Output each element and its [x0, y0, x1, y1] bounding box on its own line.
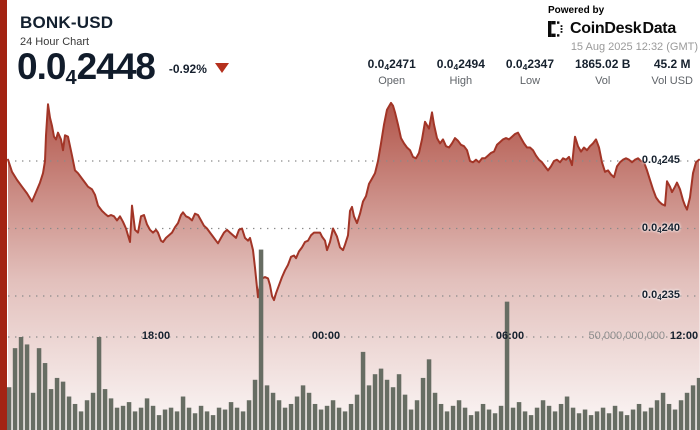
chart-subtitle: 24 Hour Chart — [20, 36, 90, 48]
stat-high: 0.042494 High — [437, 57, 485, 87]
stat-volume: 1865.02 B Vol — [575, 57, 630, 87]
stat-open: 0.042471 Open — [368, 57, 416, 87]
coindesk-data-logo[interactable]: CoinDesk Data — [548, 20, 698, 38]
triangle-down-icon — [214, 63, 229, 73]
stat-label: Vol — [595, 75, 611, 87]
stat-low: 0.042347 Low — [506, 57, 554, 87]
stat-value: 45.2 M — [653, 57, 691, 71]
stat-value: 0.042471 — [367, 57, 416, 72]
time-axis-label: 00:00 — [311, 330, 341, 342]
price-change: -0.92% — [168, 62, 207, 76]
stat-label: Low — [519, 75, 541, 87]
header: BONK-USD 24 Hour Chart — [20, 13, 113, 48]
stat-volume-usd: 45.2 M Vol USD — [651, 57, 693, 87]
y-axis-label-245: 0.04245 — [641, 154, 680, 167]
stats-row: 0.042471 Open 0.042494 High 0.042347 Low… — [368, 57, 693, 87]
stat-value: 1865.02 B — [575, 57, 631, 71]
price-line — [7, 101, 700, 302]
symbol-title: BONK-USD — [20, 13, 114, 32]
price-area-fill — [8, 102, 700, 430]
volume-axis-label: 50,000,000,000 — [588, 330, 665, 342]
current-price: 0.042448 — [17, 46, 156, 89]
volume-bars — [6, 249, 700, 430]
stat-label: Open — [378, 75, 406, 87]
stat-label: Vol USD — [651, 75, 693, 87]
price-display: 0.042448 -0.92% — [17, 46, 229, 90]
coindesk-icon — [548, 21, 563, 37]
powered-by-label: Powered by — [548, 5, 605, 16]
timestamp: 15 Aug 2025 12:32 (GMT) — [570, 41, 698, 53]
stat-label: High — [449, 75, 473, 87]
time-axis-label: 06:00 — [495, 330, 525, 342]
branding-block: Powered by CoinDesk Data 15 Aug 2025 12:… — [548, 5, 698, 53]
time-axis-label: 18:00 — [141, 330, 171, 342]
time-axis-label: 12:00 — [669, 330, 699, 342]
stat-value: 0.042347 — [505, 57, 555, 72]
brand-name: CoinDesk Data — [570, 20, 676, 37]
stat-value: 0.042494 — [436, 57, 485, 72]
left-accent-bar — [0, 0, 7, 430]
y-axis-label-240: 0.04240 — [641, 221, 680, 235]
y-axis-label-235: 0.04235 — [641, 289, 680, 302]
